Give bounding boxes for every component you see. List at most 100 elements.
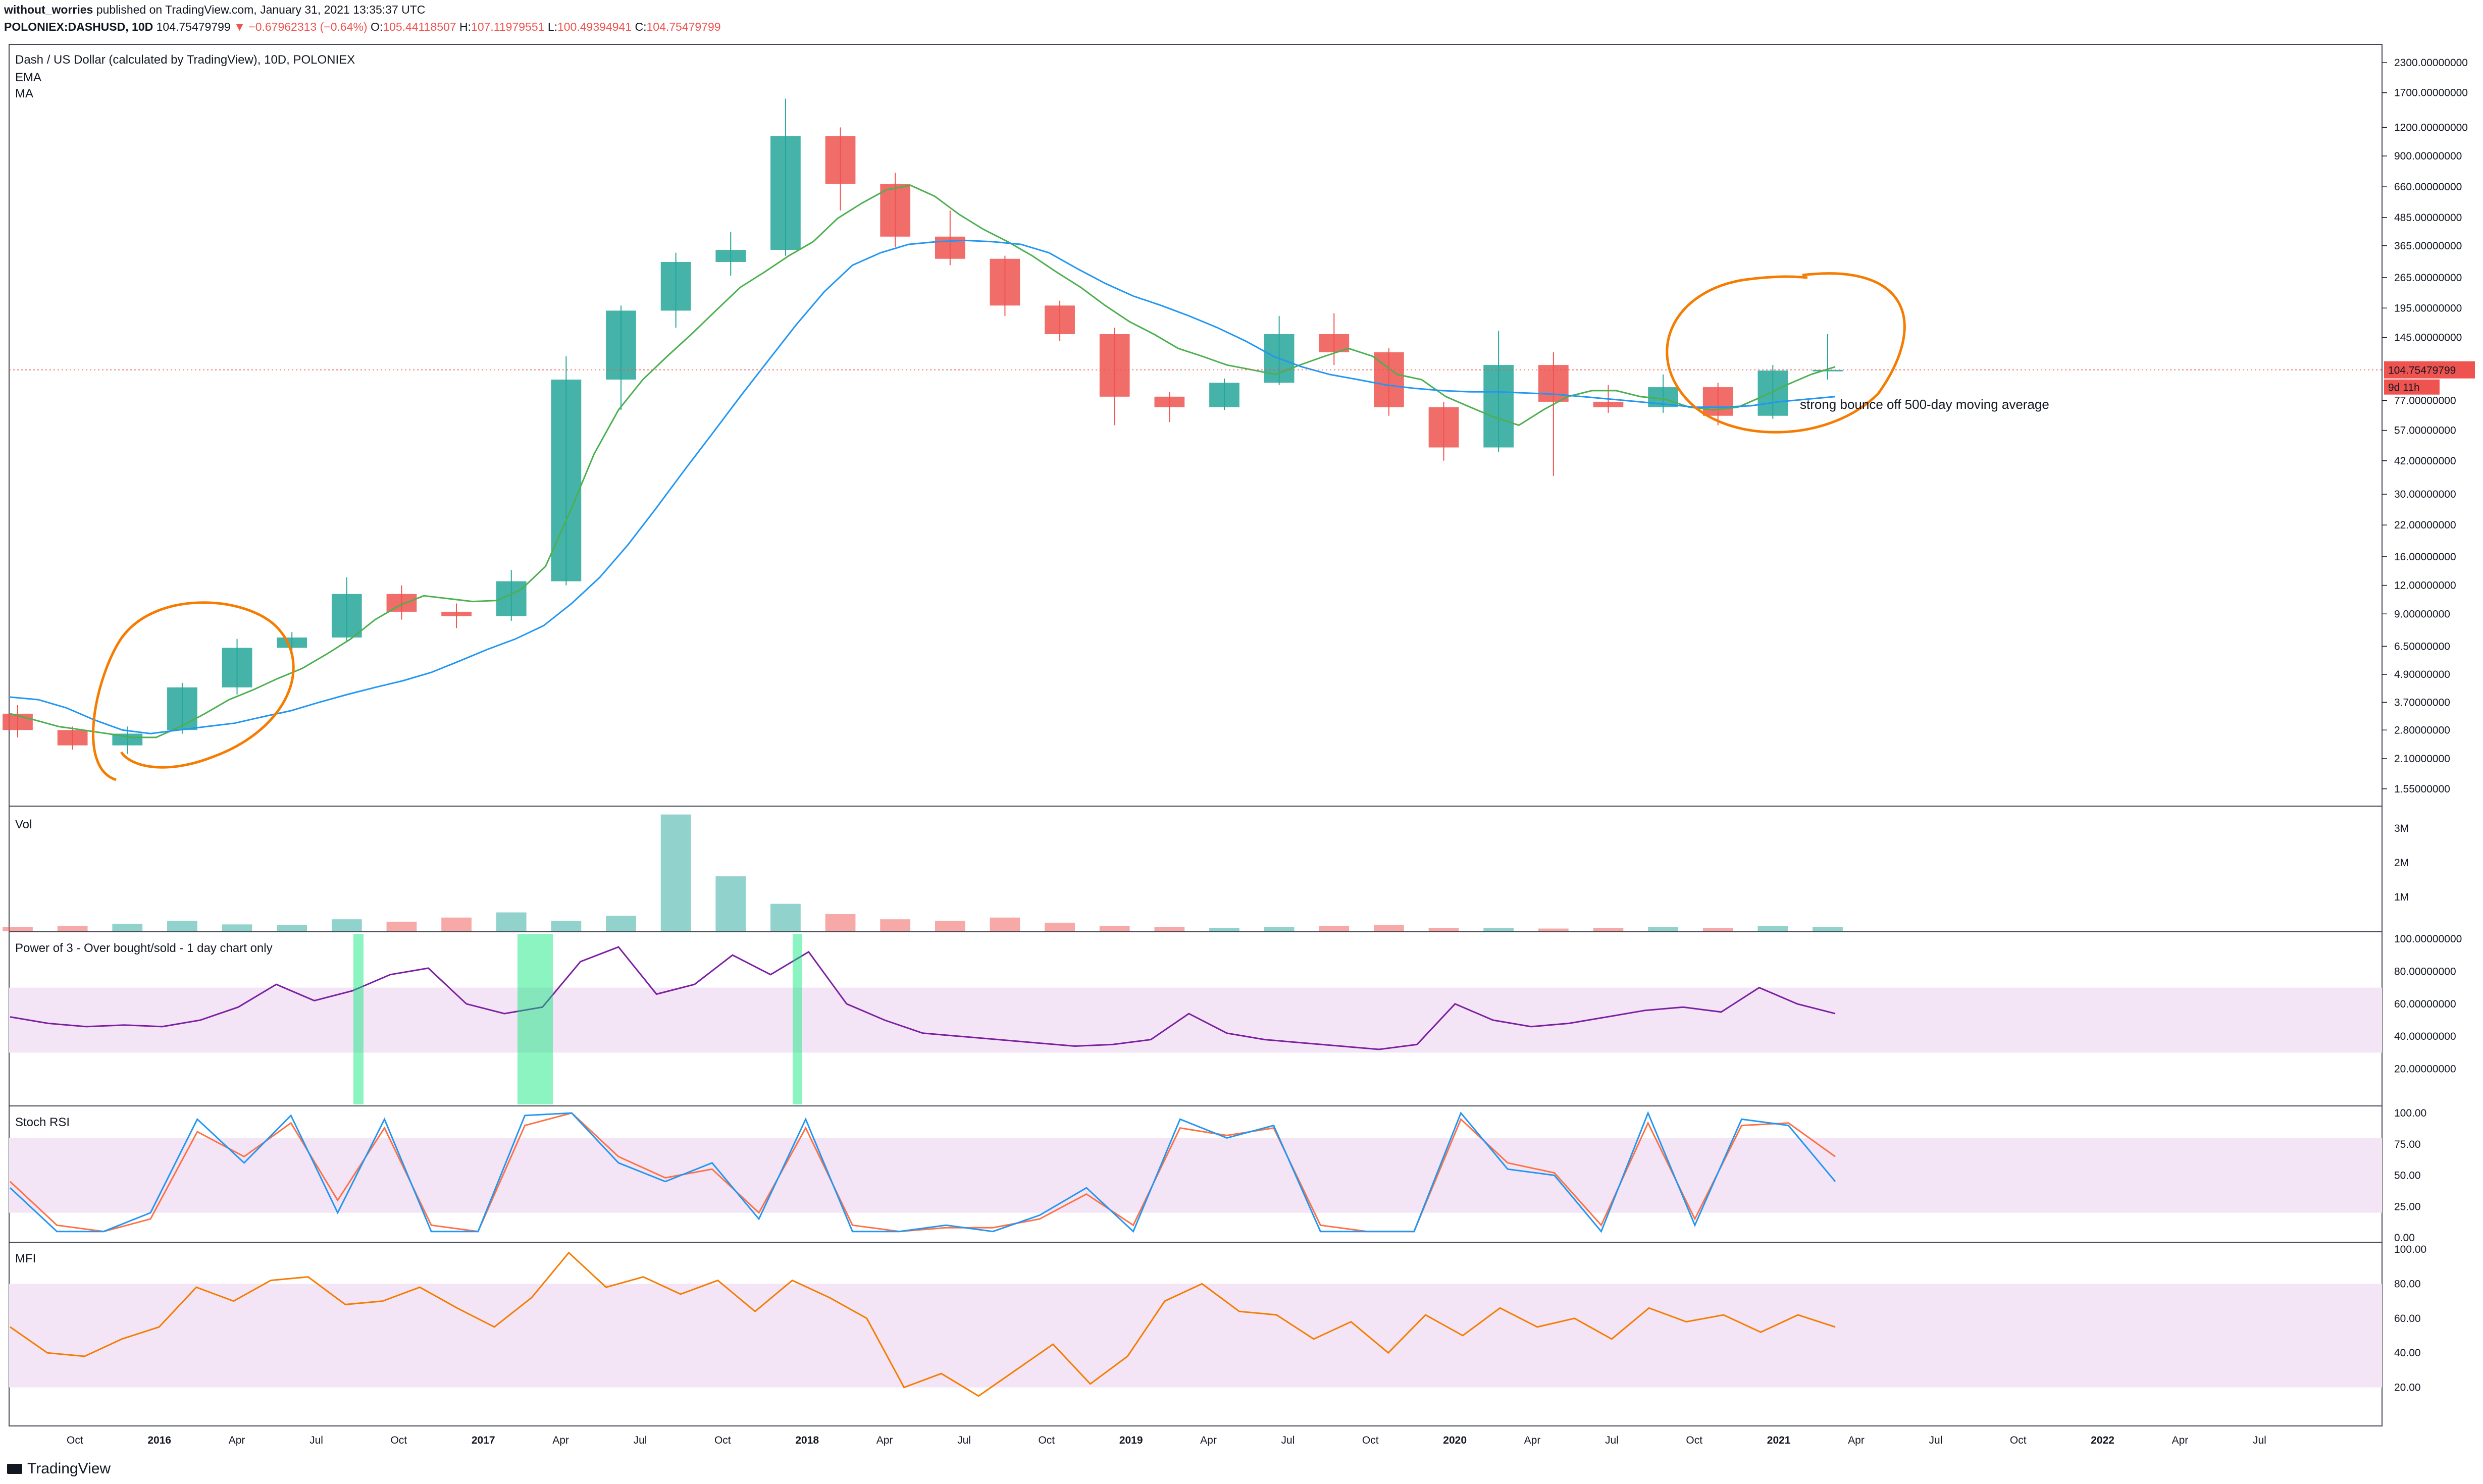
volume-bar [222, 924, 252, 931]
time-tick-label: Apr [1200, 1435, 1217, 1446]
tradingview-logo[interactable]: TradingView [7, 1460, 111, 1477]
time-tick-label: 2017 [472, 1435, 495, 1446]
ema-label[interactable]: EMA [15, 71, 42, 84]
close-value: 104.75479799 [646, 20, 721, 33]
symbol-label[interactable]: POLONIEX:DASHUSD, 10D [4, 20, 153, 33]
volume-tick-label: 1M [2394, 891, 2409, 903]
volume-bar [331, 919, 362, 931]
price-tick-label: 145.00000000 [2394, 332, 2462, 344]
time-tick-label: 2018 [795, 1435, 819, 1446]
time-tick-label: Apr [2172, 1435, 2189, 1446]
price-tick-label: 485.00000000 [2394, 212, 2462, 224]
mfi-tick-label: 40.00 [2394, 1347, 2421, 1359]
bounce-annotation[interactable]: strong bounce off 500-day moving average [1800, 397, 2049, 412]
power-tick-label: 20.00000000 [2394, 1064, 2456, 1075]
volume-bar [1593, 928, 1624, 931]
volume-bar [1428, 928, 1459, 931]
power-line [10, 946, 1836, 1050]
price-tick-label: 1.55000000 [2394, 783, 2450, 795]
candle-body [112, 733, 143, 746]
candle-body [222, 648, 252, 687]
last-price: 104.75479799 [156, 20, 231, 33]
candle-body [606, 310, 636, 380]
time-tick-label: Oct [390, 1435, 407, 1446]
price-change: ▼ −0.67962313 (−0.64%) [234, 20, 368, 33]
volume-pane-title[interactable]: Vol [15, 818, 32, 831]
volume-bar [386, 921, 417, 931]
ma-label[interactable]: MA [15, 87, 33, 100]
power-tick-label: 80.00000000 [2394, 966, 2456, 977]
volume-bar [1702, 928, 1733, 931]
power-pane-title[interactable]: Power of 3 - Over bought/sold - 1 day ch… [15, 941, 273, 955]
time-tick-label: 2022 [2091, 1435, 2114, 1446]
price-tick-label: 22.00000000 [2394, 519, 2456, 531]
last-price-tag-bg [2384, 361, 2475, 379]
power-band [9, 987, 2382, 1053]
price-tick-label: 2.10000000 [2394, 753, 2450, 765]
volume-bar [1045, 922, 1075, 931]
time-tick-label: Apr [229, 1435, 245, 1446]
volume-tick-label: 3M [2394, 823, 2409, 834]
volume-bar [880, 919, 911, 931]
volume-bar [1319, 926, 1350, 931]
time-tick-label: Oct [2010, 1435, 2027, 1446]
volume-bar [112, 924, 143, 931]
time-tick-label: Oct [714, 1435, 731, 1446]
candle-body [1209, 383, 1239, 407]
candle-body [57, 730, 88, 746]
time-tick-label: Oct [1038, 1435, 1055, 1446]
volume-bar [1099, 926, 1130, 931]
time-tick-label: 2016 [147, 1435, 171, 1446]
mfi-tick-label: 20.00 [2394, 1382, 2421, 1394]
stoch-tick-label: 75.00 [2394, 1139, 2421, 1150]
price-tick-label: 77.00000000 [2394, 395, 2456, 406]
low-value: 100.49394941 [557, 20, 632, 33]
price-tick-label: 12.00000000 [2394, 580, 2456, 592]
open-value: 105.44118507 [383, 20, 456, 33]
time-tick-label: Apr [1524, 1435, 1541, 1446]
volume-tick-label: 2M [2394, 857, 2409, 869]
price-pane-title: Dash / US Dollar (calculated by TradingV… [15, 53, 355, 67]
volume-bar [715, 876, 746, 931]
candle-body [167, 687, 197, 730]
time-tick-label: Oct [67, 1435, 83, 1446]
volume-bar [496, 912, 527, 931]
stoch-tick-label: 50.00 [2394, 1170, 2421, 1182]
stoch-tick-label: 0.00 [2394, 1232, 2415, 1244]
candle-body [770, 136, 801, 250]
volume-bar [1374, 925, 1404, 931]
price-tick-label: 42.00000000 [2394, 455, 2456, 467]
overbought-highlight [518, 934, 553, 1104]
time-tick-label: Apr [552, 1435, 569, 1446]
mfi-line [10, 1251, 1836, 1397]
stoch-rsi-pane-title[interactable]: Stoch RSI [15, 1116, 70, 1129]
stoch-k-line [9, 1111, 1836, 1233]
ohlc-line: POLONIEX:DASHUSD, 10D 104.75479799 ▼ −0.… [4, 20, 721, 34]
stoch-tick-label: 100.00 [2394, 1107, 2426, 1119]
candle-body [1538, 365, 1569, 402]
candle-body [1099, 334, 1130, 397]
candle-body [1593, 401, 1624, 407]
power-tick-label: 100.00000000 [2394, 933, 2462, 945]
price-tick-label: 2300.00000000 [2394, 57, 2468, 69]
price-tick-label: 57.00000000 [2394, 425, 2456, 437]
high-label: H: [459, 20, 472, 33]
volume-bar [1483, 928, 1514, 931]
price-tick-label: 195.00000000 [2394, 302, 2462, 314]
candle-body [660, 261, 691, 311]
price-tick-label: 4.90000000 [2394, 669, 2450, 680]
candle-body [880, 184, 911, 237]
countdown-tag: 9d 11h [2388, 382, 2420, 394]
time-tick-label: Jul [634, 1435, 647, 1446]
publish-details: published on TradingView.com, January 31… [96, 3, 426, 16]
mfi-pane-title[interactable]: MFI [15, 1252, 36, 1265]
candle-body [990, 258, 1020, 306]
volume-bar [935, 921, 965, 931]
volume-bar [441, 917, 472, 931]
candle-body [441, 611, 472, 616]
volume-bar [3, 927, 33, 931]
low-label: L: [547, 20, 557, 33]
time-tick-label: Jul [1929, 1435, 1943, 1446]
publisher-name[interactable]: without_worries [4, 3, 93, 16]
